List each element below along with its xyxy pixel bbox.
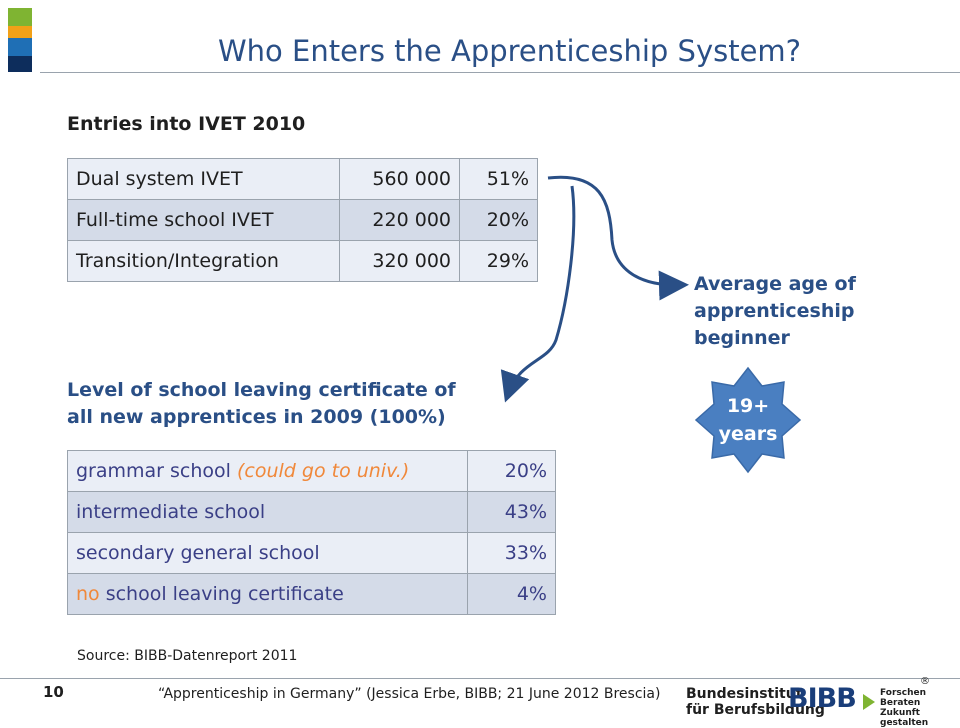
arrow-to-certificate (500, 185, 576, 403)
accent-bar-blue (8, 38, 32, 56)
certificate-label: no school leaving certificate (67, 573, 468, 615)
entries-label: Full-time school IVET (67, 199, 340, 241)
entries-label: Transition/Integration (67, 240, 340, 282)
accent-bar-navy (8, 56, 32, 72)
certificate-table: grammar school (could go to univ.) 20% i… (67, 450, 556, 615)
age-badge-text: 19+ years (694, 392, 802, 448)
title-divider (40, 72, 960, 73)
certificate-prefix: no (76, 583, 100, 605)
table-row: no school leaving certificate 4% (67, 573, 556, 615)
age-heading: Average age of apprenticeship beginner (694, 273, 856, 349)
certificate-label: grammar school (could go to univ.) (67, 450, 468, 492)
certificate-pct: 4% (467, 573, 556, 615)
footer-divider (0, 678, 960, 679)
entries-pct: 20% (459, 199, 538, 241)
table-row: Full-time school IVET 220 000 20% (67, 199, 538, 241)
logo-name: Bundesinstitut für Berufsbildung (686, 686, 825, 718)
age-badge-star (694, 366, 802, 474)
entries-heading: Entries into IVET 2010 (67, 113, 306, 135)
arrow-to-age (547, 175, 689, 301)
logo-tagline-2: Beraten (880, 698, 921, 708)
certificate-pct: 20% (467, 450, 556, 492)
accent-bar-orange (8, 26, 32, 38)
table-row: Transition/Integration 320 000 29% (67, 240, 538, 282)
entries-value: 220 000 (339, 199, 460, 241)
entries-label: Dual system IVET (67, 158, 340, 200)
entries-value: 320 000 (339, 240, 460, 282)
source-note: Source: BIBB-Datenreport 2011 (77, 648, 298, 664)
age-badge-value: 19+ (726, 395, 770, 417)
accent-bar-green (8, 8, 32, 26)
certificate-heading-line1: Level of school leaving certificate of (67, 379, 456, 401)
certificate-label-text: school leaving certificate (99, 583, 344, 605)
certificate-label-text: grammar school (76, 460, 237, 482)
age-badge-unit: years (718, 423, 778, 445)
table-row: Dual system IVET 560 000 51% (67, 158, 538, 200)
logo-arrow-icon (863, 694, 875, 710)
slide-title: Who Enters the Apprenticeship System? (218, 34, 802, 68)
logo-name-line1: Bundesinstitut (686, 686, 803, 702)
certificate-label: intermediate school (67, 491, 468, 533)
certificate-heading: Level of school leaving certificate of a… (67, 377, 456, 431)
logo-tagline: Forschen Beraten Zukunft gestalten (880, 688, 960, 728)
logo-tagline-3: Zukunft gestalten (880, 708, 929, 728)
certificate-pct: 33% (467, 532, 556, 574)
page-number: 10 (43, 683, 64, 701)
logo-name-line2: für Berufsbildung (686, 702, 825, 718)
certificate-pct: 43% (467, 491, 556, 533)
entries-table: Dual system IVET 560 000 51% Full-time s… (67, 158, 538, 282)
footer-text: “Apprenticeship in Germany” (Jessica Erb… (158, 686, 661, 702)
logo-wordmark: BIBB (788, 683, 857, 714)
logo-tagline-1: Forschen (880, 688, 927, 698)
entries-pct: 29% (459, 240, 538, 282)
table-row: intermediate school 43% (67, 491, 556, 533)
certificate-heading-line2: all new apprentices in 2009 (100%) (67, 406, 446, 428)
registered-mark: ® (920, 676, 930, 687)
table-row: grammar school (could go to univ.) 20% (67, 450, 556, 492)
certificate-note: (could go to univ.) (236, 460, 410, 482)
